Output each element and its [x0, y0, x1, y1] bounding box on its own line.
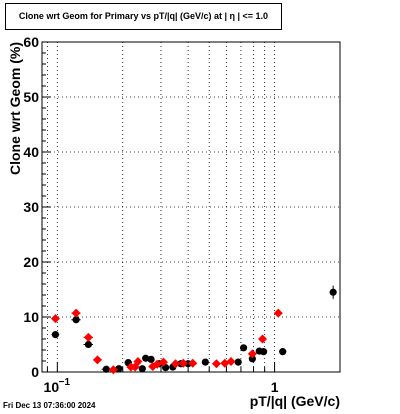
- y-tick-label: 10: [23, 309, 39, 325]
- data-point-red: [247, 349, 257, 359]
- data-point-black: [240, 344, 248, 352]
- x-axis-title: pT/|q| (GeV/c): [250, 393, 340, 409]
- data-point-black: [84, 340, 93, 349]
- y-tick-label: 40: [23, 144, 39, 160]
- data-point-red: [273, 308, 283, 318]
- data-point-red: [188, 358, 198, 368]
- data-point-black: [142, 354, 150, 362]
- y-tick-label: 60: [23, 34, 39, 50]
- data-point-black: [147, 355, 155, 363]
- x-tick-label: 1: [271, 379, 279, 395]
- data-point-red: [108, 365, 118, 375]
- y-tick-label: 20: [23, 254, 39, 270]
- y-tick-label: 30: [23, 199, 39, 215]
- data-point-red: [211, 359, 221, 369]
- y-tick-label: 50: [23, 89, 39, 105]
- data-point-red: [258, 334, 268, 344]
- data-point-red: [226, 357, 236, 367]
- data-point-red: [178, 358, 188, 368]
- y-tick-label: 0: [31, 364, 39, 380]
- data-point-black: [234, 358, 242, 366]
- x-tick-label: 10: [44, 379, 60, 395]
- data-point-black: [138, 365, 146, 373]
- data-point-red: [50, 314, 60, 324]
- data-point-red: [83, 332, 93, 342]
- data-point-black: [329, 288, 337, 296]
- data-point-black: [72, 316, 80, 324]
- data-point-black: [248, 355, 256, 363]
- data-point-black: [279, 348, 287, 356]
- data-point-red: [133, 357, 143, 367]
- data-point-red: [220, 358, 230, 368]
- x-tick-label-exponent: −1: [59, 377, 71, 388]
- data-point-black: [51, 331, 60, 339]
- data-point-red: [92, 355, 102, 365]
- data-point-red: [71, 308, 81, 318]
- data-point-red: [171, 359, 181, 369]
- data-point-black: [102, 365, 110, 373]
- timestamp-footer: Fri Dec 13 07:36:00 2024: [3, 401, 96, 410]
- data-point-black: [201, 358, 209, 366]
- y-axis-title: Clone wrt Geom (%): [7, 42, 23, 175]
- data-point-black: [260, 348, 268, 356]
- chart-title: Clone wrt Geom for Primary vs pT/|q| (Ge…: [5, 3, 282, 30]
- data-point-red: [158, 357, 168, 367]
